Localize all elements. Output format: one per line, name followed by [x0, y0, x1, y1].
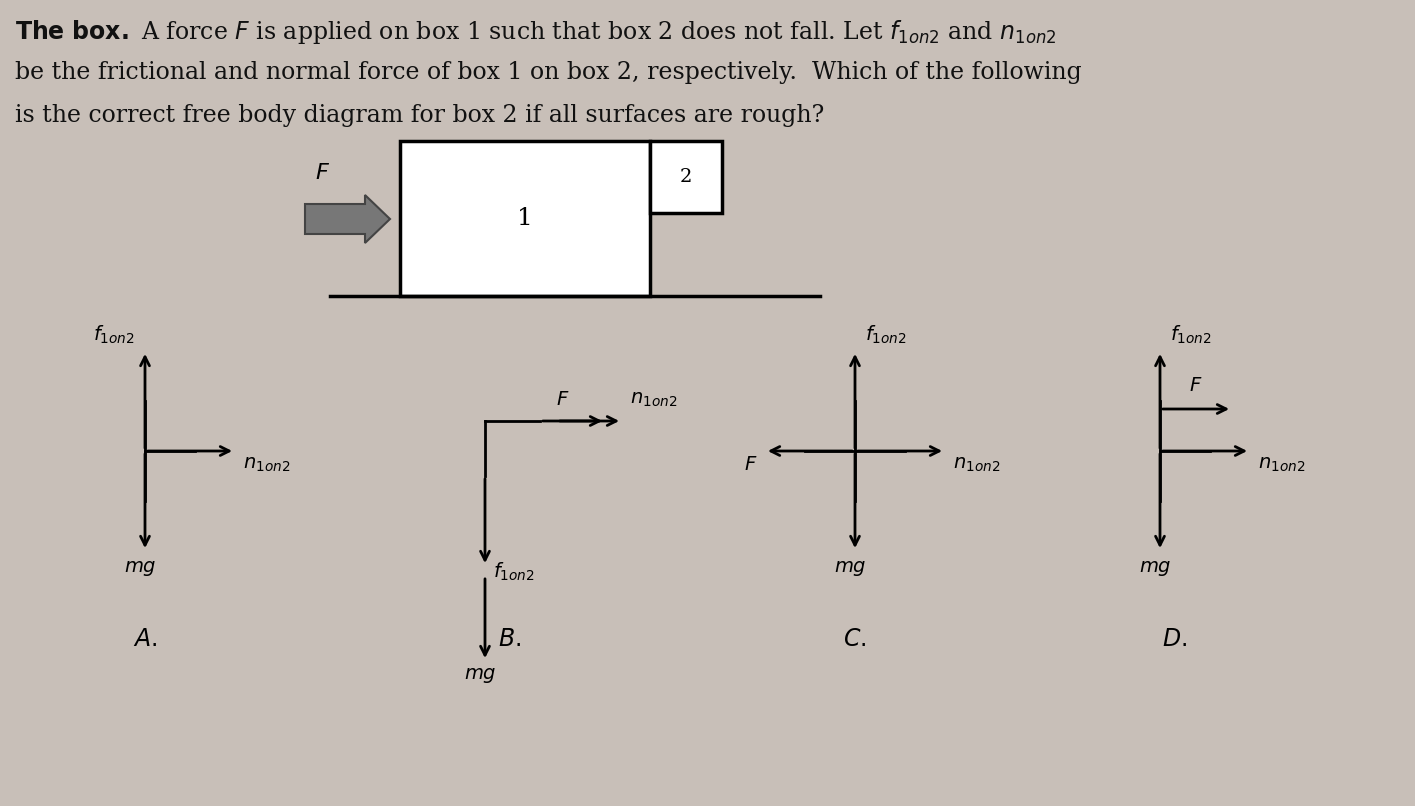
- Text: $A.$: $A.$: [133, 628, 157, 651]
- Bar: [649, 141, 722, 213]
- Text: $F$: $F$: [556, 391, 570, 409]
- Text: 1: 1: [516, 207, 533, 230]
- Text: $f_{1on2}$: $f_{1on2}$: [93, 324, 134, 346]
- Text: $F$: $F$: [1189, 377, 1203, 395]
- Text: be the frictional and normal force of box 1 on box 2, respectively.  Which of th: be the frictional and normal force of bo…: [16, 61, 1081, 84]
- FancyArrow shape: [306, 195, 391, 243]
- Bar: [400, 141, 649, 296]
- Text: $C.$: $C.$: [843, 628, 866, 651]
- Text: $\mathbf{The\ box.}$ A force $F$ is applied on box 1 such that box 2 does not fa: $\mathbf{The\ box.}$ A force $F$ is appl…: [16, 18, 1057, 46]
- Text: $mg$: $mg$: [123, 559, 156, 578]
- Text: $n_{1on2}$: $n_{1on2}$: [630, 391, 678, 409]
- Text: 2: 2: [679, 168, 692, 186]
- Text: $B.$: $B.$: [498, 628, 522, 651]
- Text: $n_{1on2}$: $n_{1on2}$: [952, 456, 1000, 474]
- Text: $n_{1on2}$: $n_{1on2}$: [243, 456, 290, 474]
- Text: $D.$: $D.$: [1163, 628, 1187, 651]
- Text: $f_{1on2}$: $f_{1on2}$: [865, 324, 907, 346]
- Text: $f_{1on2}$: $f_{1on2}$: [492, 561, 535, 584]
- Text: $f_{1on2}$: $f_{1on2}$: [1170, 324, 1211, 346]
- Text: $F$: $F$: [743, 456, 757, 474]
- Text: is the correct free body diagram for box 2 if all surfaces are rough?: is the correct free body diagram for box…: [16, 104, 825, 127]
- Text: $mg$: $mg$: [833, 559, 866, 578]
- Text: $mg$: $mg$: [1139, 559, 1172, 578]
- Text: $n_{1on2}$: $n_{1on2}$: [1258, 456, 1305, 474]
- Text: $F$: $F$: [316, 162, 331, 184]
- Text: $mg$: $mg$: [464, 666, 497, 685]
